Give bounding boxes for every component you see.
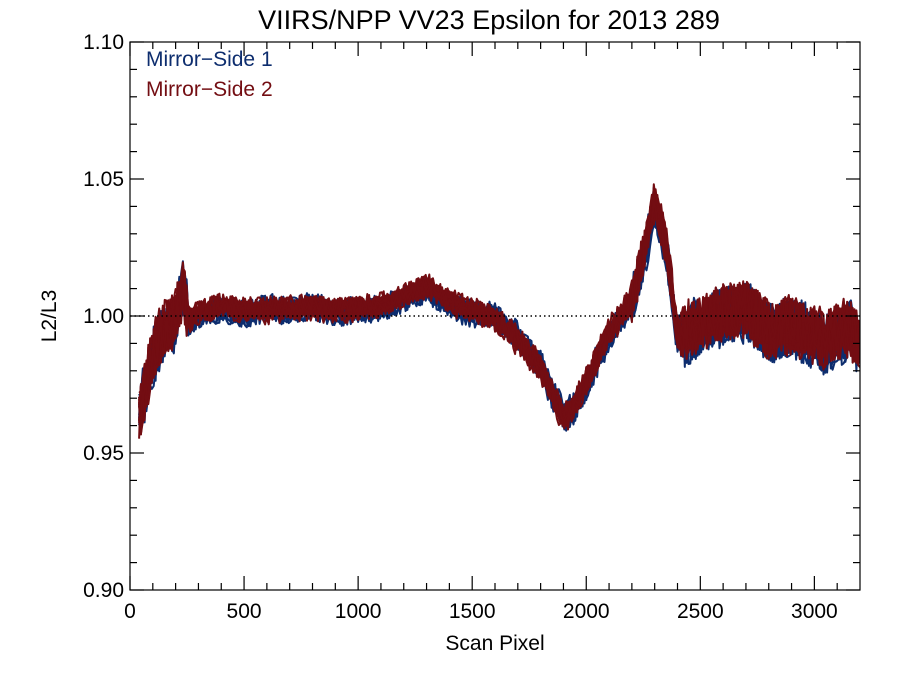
chart-title: VIIRS/NPP VV23 Epsilon for 2013 289 bbox=[258, 5, 720, 35]
x-tick-label: 2500 bbox=[677, 600, 724, 623]
y-tick-label: 1.00 bbox=[83, 305, 124, 328]
series-2-curve bbox=[138, 188, 860, 422]
x-tick-label: 500 bbox=[227, 600, 262, 623]
y-tick-label: 0.95 bbox=[83, 442, 124, 465]
x-tick-label: 1500 bbox=[449, 600, 496, 623]
y-tick-label: 1.05 bbox=[83, 168, 124, 191]
plot-frame bbox=[129, 41, 861, 591]
y-axis-label: L2/L3 bbox=[38, 290, 61, 343]
series-2 bbox=[138, 183, 860, 439]
x-tick-label: 3000 bbox=[791, 600, 838, 623]
x-axis-label: Scan Pixel bbox=[445, 632, 544, 655]
x-tick-label: 0 bbox=[124, 600, 136, 623]
x-tick-label: 2000 bbox=[563, 600, 610, 623]
y-tick-label: 1.10 bbox=[83, 31, 124, 54]
legend-mirror-side-2: Mirror−Side 2 bbox=[146, 78, 273, 101]
legend-mirror-side-1: Mirror−Side 1 bbox=[146, 48, 273, 71]
x-tick-label: 1000 bbox=[335, 600, 382, 623]
y-tick-label: 0.90 bbox=[83, 579, 124, 602]
